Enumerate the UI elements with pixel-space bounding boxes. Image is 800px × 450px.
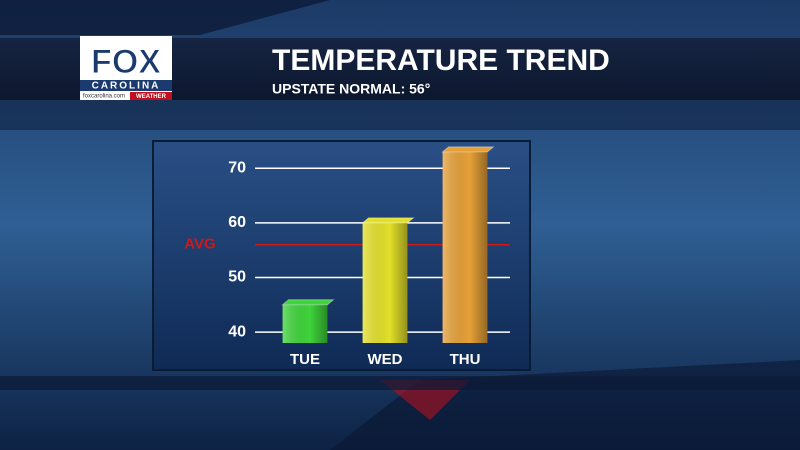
x-tick-label: WED	[368, 351, 403, 368]
footer-band	[0, 376, 800, 390]
bar-shading	[282, 304, 328, 343]
bar-top	[441, 146, 495, 153]
bar-top	[361, 217, 415, 224]
logo-station: CAROLINA	[92, 81, 161, 92]
logo-strip	[80, 80, 172, 91]
chart-title: TEMPERATURE TREND	[272, 44, 610, 77]
reference-label: AVG	[184, 236, 215, 253]
bar-top	[281, 299, 335, 306]
logo-brand: FOX	[91, 43, 161, 81]
logo-tag-box	[130, 92, 172, 100]
background-stripe	[0, 0, 330, 35]
x-tick-label: THU	[450, 351, 481, 368]
y-tick-label: 40	[228, 323, 246, 340]
y-tick-label: 50	[228, 269, 246, 286]
x-tick-label: TUE	[290, 351, 320, 368]
bar-shading	[362, 222, 408, 343]
logo-website: foxcarolina.com	[83, 94, 125, 100]
logo: FOX CAROLINA foxcarolina.com WEATHER	[80, 36, 172, 100]
y-tick-label: 70	[228, 160, 246, 177]
header-shadow	[0, 100, 800, 130]
bar-shading	[442, 151, 488, 343]
chart-subtitle: UPSTATE NORMAL: 56°	[272, 81, 430, 97]
y-tick-label: 60	[228, 214, 246, 231]
logo-tag: WEATHER	[136, 94, 167, 100]
